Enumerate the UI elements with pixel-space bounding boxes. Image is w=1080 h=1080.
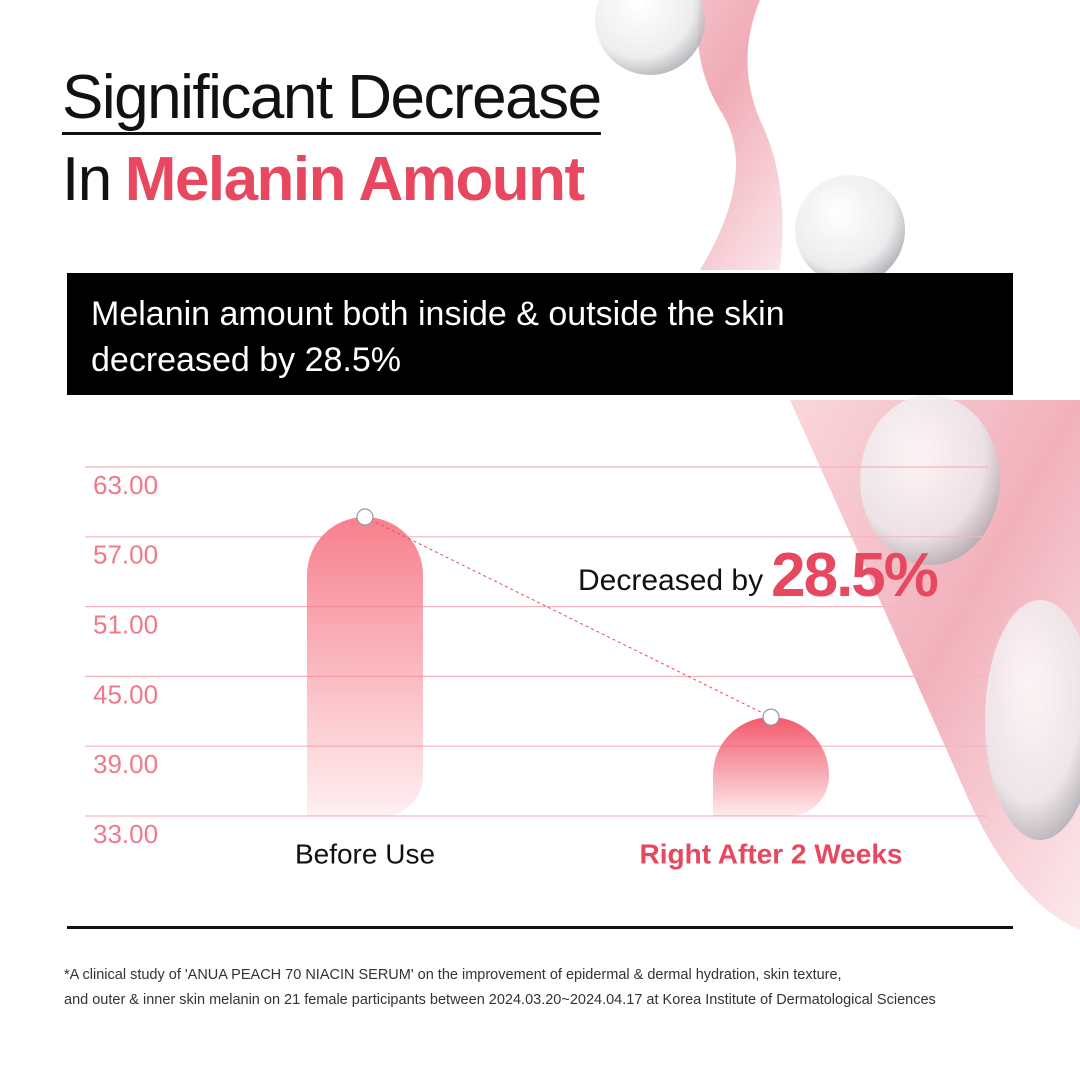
- x-tick-label: Before Use: [295, 838, 435, 869]
- y-tick-label: 33.00: [93, 819, 158, 849]
- subtitle-line: Melanin amount both inside & outside the…: [91, 295, 785, 333]
- footnote: *A clinical study of 'ANUA PEACH 70 NIAC…: [64, 963, 936, 1013]
- serum-decoration: [595, 0, 1080, 930]
- annotation: Decreased by 28.5%: [578, 540, 939, 611]
- title-line: In Melanin Amount: [62, 145, 585, 214]
- annotation-accent: 28.5%: [771, 541, 939, 610]
- y-tick-label: 63.00: [93, 470, 158, 500]
- y-tick-label: 39.00: [93, 749, 158, 779]
- annotation-lead: Decreased by: [578, 564, 764, 597]
- x-tick-label: Right After 2 Weeks: [640, 838, 903, 869]
- footnote-line: *A clinical study of 'ANUA PEACH 70 NIAC…: [64, 967, 842, 983]
- footnote-line: and outer & inner skin melanin on 21 fem…: [64, 992, 936, 1008]
- divider: [67, 926, 1013, 929]
- y-tick-label: 51.00: [93, 609, 158, 639]
- point-marker: [356, 508, 374, 526]
- plot-area: 33.00 39.00 45.00 51.00 57.00 63.00 Before Use…: [85, 466, 988, 869]
- y-tick-label: 57.00: [93, 540, 158, 570]
- y-tick-label: 45.00: [93, 679, 158, 709]
- point-marker: [762, 708, 780, 726]
- bar: [307, 517, 423, 816]
- subtitle-line: decreased by 28.5%: [91, 341, 401, 379]
- title-line: Significant Decrease: [62, 66, 602, 135]
- title-lead: In: [62, 145, 112, 214]
- title-accent: Melanin Amount: [124, 145, 585, 214]
- bar: [713, 717, 829, 816]
- subtitle-box: Melanin amount both inside & outside the…: [67, 273, 1013, 395]
